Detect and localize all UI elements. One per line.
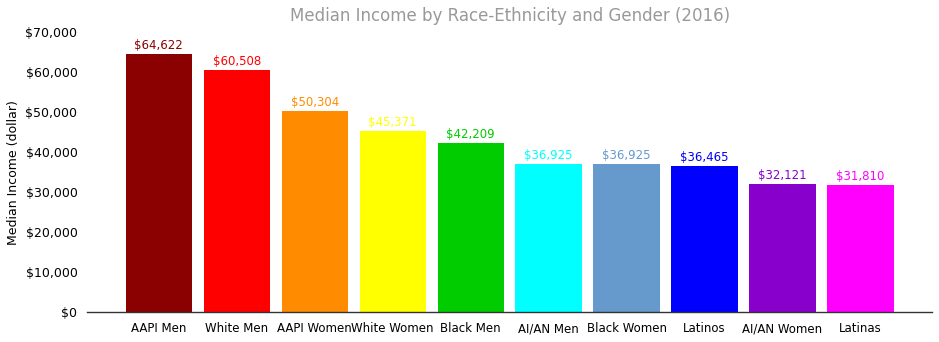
Bar	[671, 166, 738, 312]
Bar	[749, 184, 816, 312]
Bar	[204, 70, 269, 312]
Y-axis label: Median Income (dollar): Median Income (dollar)	[7, 100, 20, 245]
Bar	[593, 165, 660, 312]
Title: Median Income by Race-Ethnicity and Gender (2016): Median Income by Race-Ethnicity and Gend…	[289, 7, 730, 25]
Bar	[516, 165, 582, 312]
Bar	[126, 54, 192, 312]
Text: $45,371: $45,371	[368, 116, 417, 129]
Bar	[827, 185, 894, 312]
Bar	[438, 143, 504, 312]
Text: $32,121: $32,121	[758, 169, 807, 182]
Text: $36,925: $36,925	[524, 149, 573, 162]
Text: $42,209: $42,209	[446, 128, 495, 141]
Bar	[360, 131, 425, 312]
Text: $60,508: $60,508	[212, 55, 261, 68]
Text: $64,622: $64,622	[134, 39, 183, 52]
Text: $36,465: $36,465	[681, 151, 729, 164]
Text: $50,304: $50,304	[290, 96, 339, 109]
Bar	[282, 111, 347, 312]
Text: $31,810: $31,810	[837, 170, 885, 183]
Text: $36,925: $36,925	[602, 149, 651, 162]
